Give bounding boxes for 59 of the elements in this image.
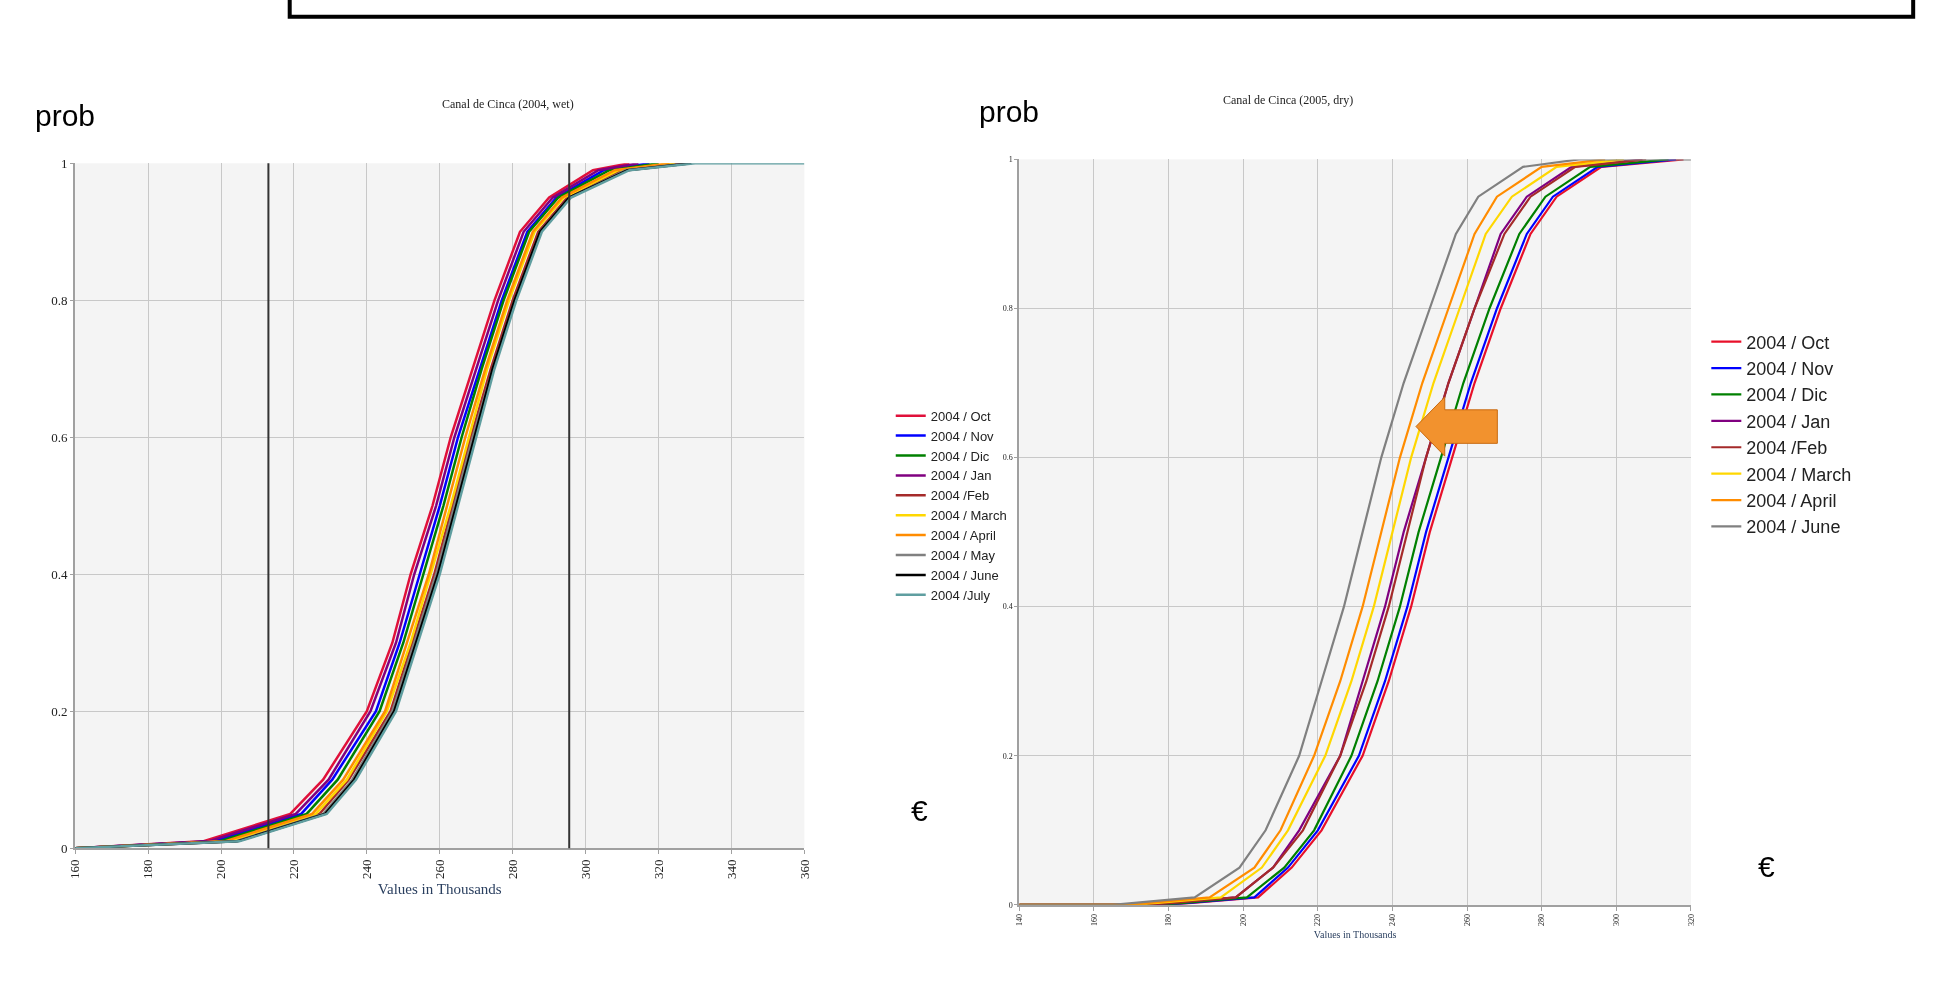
y-tick-label: 0.6 — [51, 429, 69, 445]
x-tick-label: 320 — [650, 859, 666, 879]
x-tick-label: 220 — [286, 859, 302, 879]
y-tick-label: 0.6 — [1002, 453, 1013, 463]
legend-label: 2004 / June — [1746, 517, 1841, 538]
legend-label: 2004 / April — [1746, 491, 1837, 512]
legend-label: 2004 / Dic — [930, 448, 990, 464]
x-tick-label: 280 — [504, 859, 520, 879]
legend-label: 2004 / March — [1746, 464, 1852, 485]
x-tick-label: 260 — [432, 859, 447, 879]
x-tick-label: 240 — [359, 859, 375, 879]
text: € — [911, 794, 928, 827]
x-tick-label: 300 — [1611, 914, 1621, 927]
y-tick-label: 0 — [1008, 900, 1013, 910]
x-tick-label: 300 — [577, 859, 593, 879]
legend-label: 2004 / April — [930, 528, 996, 544]
legend-label: 2004 / Nov — [1746, 359, 1834, 380]
legend-label: 2004 / Dic — [1746, 385, 1828, 406]
y-tick-label: 0.8 — [51, 292, 68, 308]
legend-label: 2004 / May — [930, 548, 996, 564]
x-tick-label: 160 — [1089, 914, 1099, 927]
legend-label: 2004 /Feb — [1746, 438, 1828, 459]
x-tick-label: 140 — [1014, 914, 1024, 927]
x-tick-label: 360 — [796, 859, 812, 879]
x-tick-label: 180 — [140, 859, 156, 879]
y-tick-label: 0.4 — [1002, 602, 1013, 612]
x-tick-label: 200 — [1238, 914, 1248, 927]
chart-title: Canal de Cinca (2004, wet) — [442, 97, 574, 111]
y-tick-label: 1 — [61, 155, 68, 171]
y-tick-label: 0 — [61, 840, 68, 856]
legend-label: 2004 / Nov — [930, 428, 995, 444]
legend-label: 2004 / Jan — [930, 468, 992, 484]
legend-label: 2004 /July — [930, 587, 991, 603]
x-tick-label: 260 — [1462, 914, 1472, 927]
chart-title: Canal de Cinca (2005, dry) — [1223, 93, 1354, 107]
y-tick-label: 1 — [1008, 155, 1013, 165]
y-tick-label: 0.4 — [51, 566, 69, 582]
legend-label: 2004 / Jan — [1746, 411, 1831, 432]
x-tick-label: 200 — [213, 859, 229, 879]
legend-label: 2004 / Oct — [1746, 332, 1830, 353]
x-tick-label: 280 — [1537, 914, 1547, 927]
x-tick-label: 320 — [1686, 914, 1696, 927]
x-axis-title: Values in Thousands — [377, 881, 502, 898]
y-axis-title: prob — [35, 99, 96, 132]
text: € — [1758, 850, 1775, 883]
x-axis-title: Values in Thousands — [1313, 929, 1397, 941]
y-axis-title: prob — [979, 95, 1040, 128]
y-tick-label: 0.2 — [51, 703, 68, 719]
x-tick-label: 160 — [67, 859, 83, 879]
x-tick-label: 340 — [723, 859, 739, 879]
legend-label: 2004 / Oct — [930, 408, 992, 424]
y-tick-label: 0.8 — [1002, 304, 1013, 314]
legend-label: 2004 /Feb — [930, 488, 990, 504]
x-tick-label: 220 — [1313, 914, 1323, 927]
legend-label: 2004 / June — [930, 567, 999, 583]
x-tick-label: 240 — [1388, 914, 1398, 927]
x-tick-label: 180 — [1164, 914, 1174, 927]
legend-label: 2004 / March — [930, 508, 1007, 524]
y-tick-label: 0.2 — [1002, 751, 1013, 761]
